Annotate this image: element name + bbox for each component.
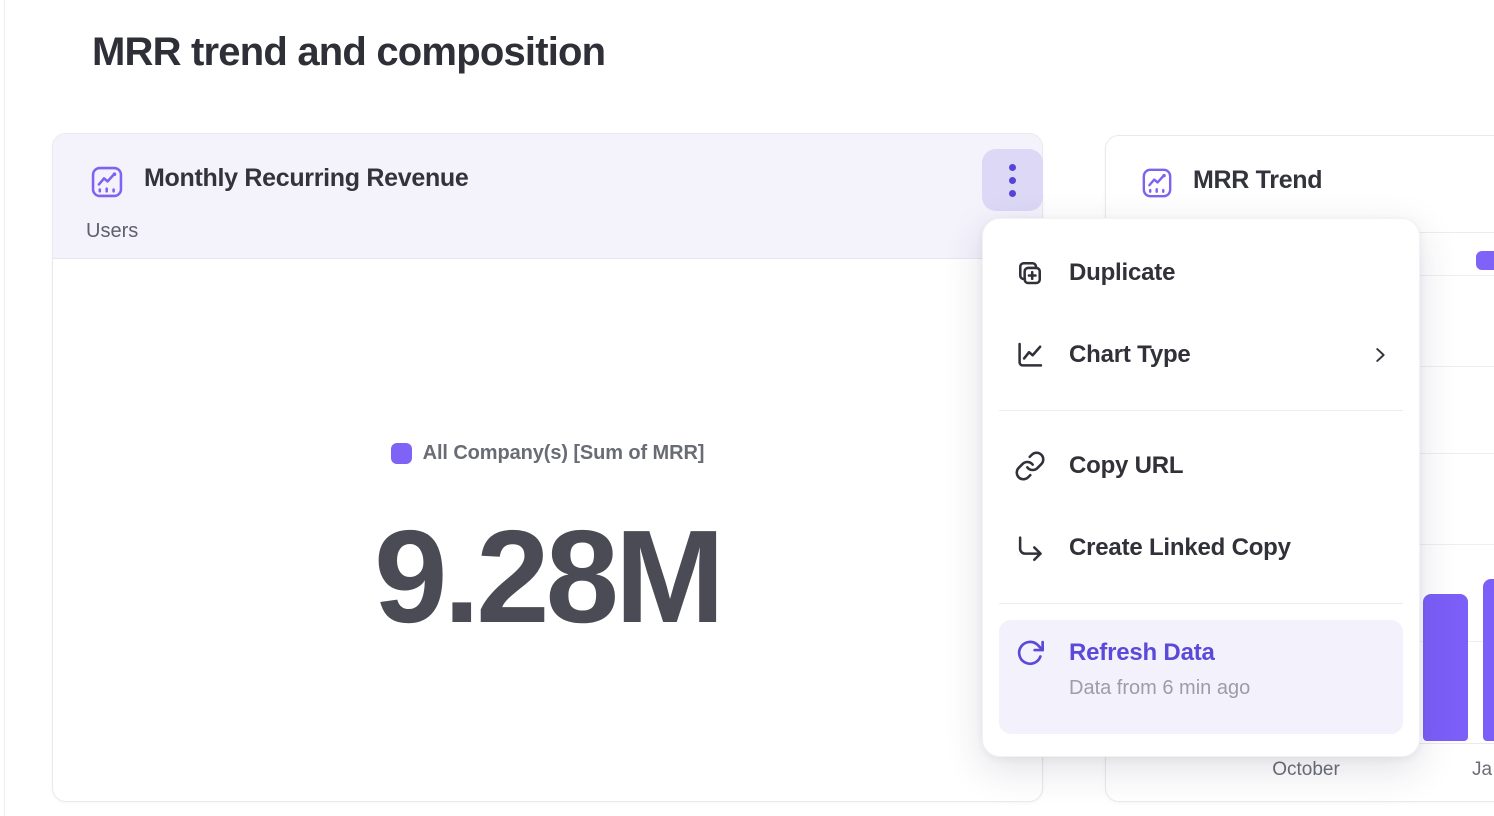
- mrr-card-subtitle: Users: [86, 220, 139, 242]
- link-icon: [1014, 450, 1046, 482]
- metric-value: 9.28M: [374, 503, 725, 650]
- kebab-dot: [1009, 176, 1016, 184]
- trend-legend-swatch: [1476, 251, 1494, 270]
- legend-label: All Company(s) [Sum of MRR]: [422, 442, 705, 464]
- legend-swatch: [390, 443, 412, 464]
- chevron-right-icon: [1369, 344, 1391, 366]
- linked-copy-arrow-icon: [1014, 532, 1046, 564]
- page-title: MRR trend and composition: [92, 30, 606, 74]
- trend-card-title: MRR Trend: [1193, 166, 1323, 194]
- menu-item-copy-url[interactable]: Copy URL: [999, 425, 1403, 507]
- card-menu-button[interactable]: [982, 149, 1043, 211]
- menu-item-refresh-data[interactable]: Refresh Data Data from 6 min ago: [999, 620, 1403, 734]
- menu-item-duplicate[interactable]: Duplicate: [999, 232, 1403, 314]
- x-axis-label: Ja: [1472, 759, 1493, 780]
- mrr-card-title: Monthly Recurring Revenue: [144, 164, 469, 192]
- duplicate-icon: [1014, 257, 1046, 289]
- kebab-dot: [1009, 163, 1016, 171]
- context-menu: Duplicate Chart Type: [982, 218, 1420, 757]
- menu-item-create-linked-copy[interactable]: Create Linked Copy: [999, 507, 1403, 589]
- chart-line-icon: [1140, 166, 1174, 200]
- metric-legend: All Company(s) [Sum of MRR]: [53, 442, 1042, 465]
- chart-type-icon: [1014, 339, 1046, 371]
- refresh-data-age: Data from 6 min ago: [1069, 677, 1251, 699]
- panel-edge-divider: [4, 0, 5, 816]
- chart-line-icon: [89, 164, 125, 200]
- menu-divider: [999, 603, 1403, 604]
- menu-divider: [999, 410, 1403, 411]
- trend-bar: [1483, 579, 1494, 741]
- mrr-card-header: Monthly Recurring Revenue Users: [53, 134, 1043, 259]
- trend-card-header: MRR Trend: [1106, 136, 1494, 233]
- kebab-dot: [1009, 189, 1016, 197]
- mrr-card: Monthly Recurring Revenue Users All Comp…: [52, 133, 1043, 802]
- x-axis-label: October: [1272, 759, 1340, 780]
- trend-bar: [1423, 594, 1468, 741]
- menu-item-chart-type[interactable]: Chart Type: [999, 314, 1403, 396]
- refresh-icon: [1014, 637, 1046, 669]
